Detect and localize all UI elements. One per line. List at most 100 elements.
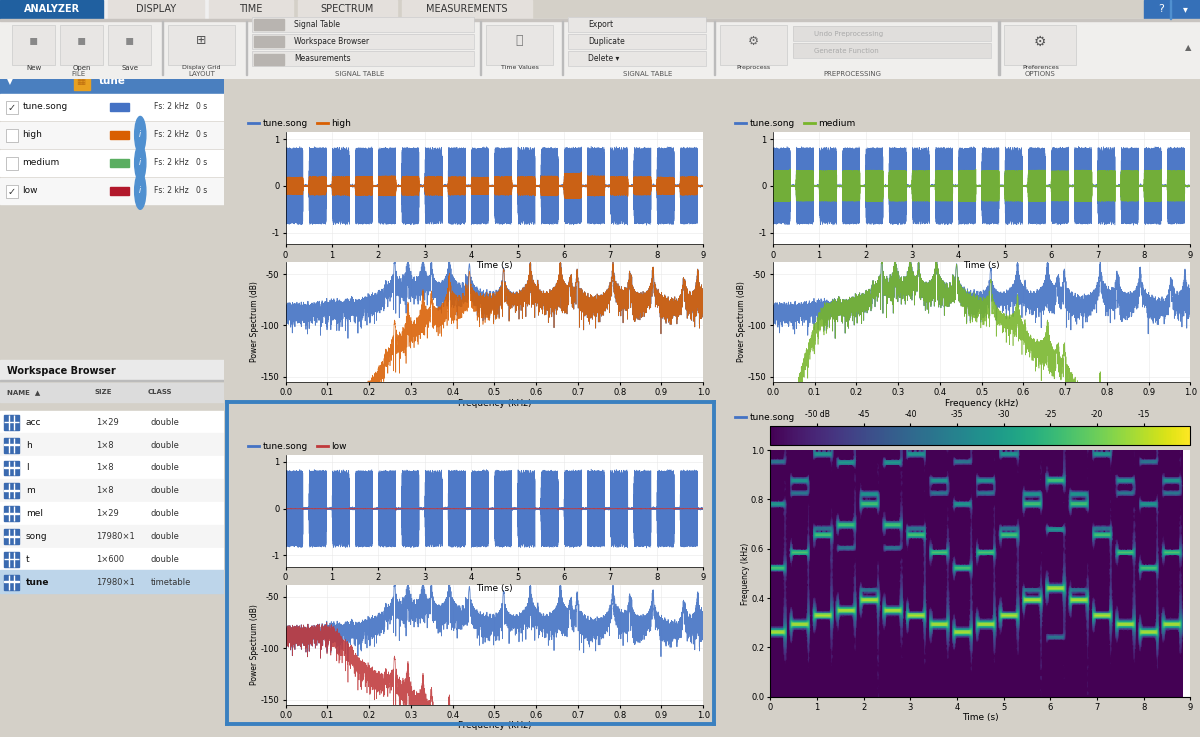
- Bar: [0, 433, 224, 456]
- Text: ▪: ▪: [77, 33, 86, 47]
- Bar: [0, 122, 224, 148]
- Text: timetable: timetable: [150, 578, 191, 587]
- Text: ANALYZER: ANALYZER: [24, 4, 79, 15]
- Bar: [252, 34, 474, 49]
- Bar: [252, 34, 474, 49]
- Bar: [5, 529, 19, 544]
- Text: t: t: [26, 555, 30, 564]
- Bar: [110, 103, 130, 111]
- Text: high: high: [23, 130, 42, 139]
- Legend: tune.song, medium: tune.song, medium: [732, 115, 859, 132]
- Text: ▾: ▾: [1183, 4, 1188, 15]
- Text: ▦: ▦: [76, 76, 85, 86]
- Y-axis label: Frequency (kHz): Frequency (kHz): [740, 542, 750, 604]
- Bar: [6, 185, 18, 198]
- Bar: [5, 506, 19, 521]
- Text: double: double: [150, 555, 179, 564]
- Bar: [720, 25, 787, 65]
- Text: LINE: LINE: [108, 54, 125, 60]
- Bar: [0, 380, 224, 381]
- Text: ▼: ▼: [7, 77, 13, 85]
- Text: double: double: [150, 532, 179, 541]
- Text: Workspace Browser: Workspace Browser: [294, 37, 370, 46]
- Bar: [12, 25, 55, 65]
- Text: i: i: [139, 158, 142, 167]
- Text: FILE: FILE: [71, 71, 85, 77]
- Text: Delete ▾: Delete ▾: [588, 55, 619, 63]
- Bar: [60, 25, 103, 65]
- Text: SPECTRUM: SPECTRUM: [320, 4, 374, 15]
- Bar: [252, 52, 474, 66]
- Text: New: New: [26, 65, 41, 71]
- Bar: [162, 21, 163, 75]
- Text: PREPROCESSING: PREPROCESSING: [823, 71, 881, 77]
- Bar: [84, 72, 88, 90]
- Bar: [5, 444, 19, 445]
- Text: Preprocess: Preprocess: [737, 66, 770, 70]
- Bar: [6, 129, 18, 142]
- Text: Fs: 2 kHz: Fs: 2 kHz: [154, 130, 188, 139]
- Text: 1×29: 1×29: [96, 509, 119, 518]
- Text: 0 s: 0 s: [197, 158, 208, 167]
- Bar: [6, 101, 18, 114]
- Bar: [1170, 0, 1171, 19]
- Text: CLASS: CLASS: [148, 389, 173, 395]
- Y-axis label: Power Spectrum (dB): Power Spectrum (dB): [251, 604, 259, 685]
- Text: double: double: [150, 509, 179, 518]
- Bar: [108, 0, 204, 19]
- Bar: [6, 157, 18, 170]
- Bar: [298, 0, 397, 19]
- Bar: [110, 131, 130, 139]
- Bar: [0, 0, 103, 19]
- Bar: [110, 159, 130, 167]
- Text: TIME: TIME: [239, 4, 263, 15]
- Text: ▲: ▲: [1184, 43, 1192, 52]
- Bar: [1004, 25, 1076, 65]
- Bar: [5, 461, 19, 475]
- Text: i: i: [139, 130, 142, 139]
- Text: Save: Save: [121, 65, 138, 71]
- Bar: [6, 101, 18, 114]
- Text: Measurements: Measurements: [294, 55, 350, 63]
- Bar: [168, 25, 235, 65]
- Text: Time Values: Time Values: [500, 66, 539, 70]
- Text: double: double: [150, 418, 179, 427]
- Text: 1×8: 1×8: [96, 464, 114, 472]
- Text: tune: tune: [98, 76, 126, 86]
- Text: Fs: 2 kHz: Fs: 2 kHz: [154, 186, 188, 195]
- Text: Workspace Browser: Workspace Browser: [7, 366, 115, 376]
- Text: 0 s: 0 s: [197, 130, 208, 139]
- Bar: [254, 54, 284, 65]
- Text: song: song: [26, 532, 48, 541]
- Text: medium: medium: [23, 158, 60, 167]
- Text: SIGNAL TABLE: SIGNAL TABLE: [623, 71, 673, 77]
- Bar: [568, 16, 706, 32]
- Text: NAME  ▲: NAME ▲: [7, 389, 40, 395]
- Bar: [0, 360, 224, 381]
- Text: DISPLAY: DISPLAY: [136, 4, 176, 15]
- Bar: [60, 25, 103, 65]
- Text: tune.song: tune.song: [23, 102, 67, 111]
- Bar: [254, 36, 284, 47]
- Bar: [402, 0, 532, 19]
- Text: INFO: INFO: [128, 54, 148, 60]
- Text: TIME: TIME: [150, 54, 169, 60]
- Text: LAYOUT: LAYOUT: [188, 71, 215, 77]
- Text: 1×8: 1×8: [96, 486, 114, 495]
- Text: acc: acc: [26, 418, 41, 427]
- Bar: [209, 0, 293, 19]
- Text: ▪: ▪: [125, 33, 134, 47]
- Bar: [5, 552, 19, 567]
- Bar: [6, 185, 18, 198]
- Bar: [720, 25, 787, 65]
- Bar: [568, 52, 706, 66]
- Bar: [108, 25, 151, 65]
- Text: double: double: [150, 464, 179, 472]
- Text: double: double: [150, 441, 179, 450]
- Bar: [5, 490, 19, 491]
- Bar: [168, 25, 235, 65]
- Bar: [0, 411, 224, 433]
- X-axis label: Frequency (kHz): Frequency (kHz): [457, 399, 532, 408]
- Bar: [5, 575, 19, 590]
- Bar: [568, 52, 706, 66]
